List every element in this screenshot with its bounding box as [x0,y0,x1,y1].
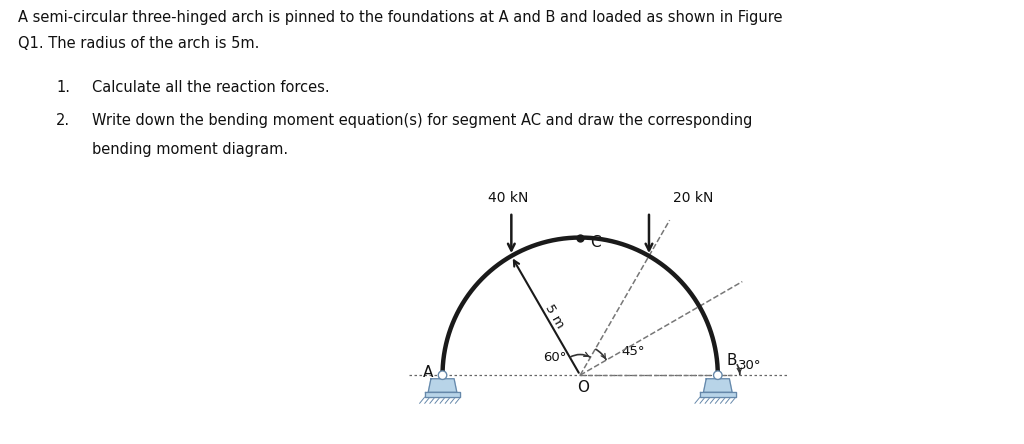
Text: 2.: 2. [56,113,71,128]
Circle shape [439,372,446,379]
Text: 20 kN: 20 kN [673,191,713,205]
Text: 45°: 45° [622,345,645,357]
Text: 30°: 30° [738,359,762,372]
Circle shape [713,370,723,380]
Text: Q1. The radius of the arch is 5m.: Q1. The radius of the arch is 5m. [18,36,260,52]
Polygon shape [425,392,461,397]
Text: A: A [423,365,433,380]
Text: O: O [577,380,589,395]
Text: 5 m: 5 m [542,301,566,330]
Text: 40 kN: 40 kN [488,191,528,205]
Polygon shape [703,379,732,392]
Text: B: B [726,353,736,368]
Text: Calculate all the reaction forces.: Calculate all the reaction forces. [92,80,330,95]
Text: bending moment diagram.: bending moment diagram. [92,142,289,157]
Text: A semi-circular three-hinged arch is pinned to the foundations at A and B and lo: A semi-circular three-hinged arch is pin… [18,10,783,25]
Circle shape [714,372,721,379]
Text: 1.: 1. [56,80,71,95]
Text: Write down the bending moment equation(s) for segment AC and draw the correspond: Write down the bending moment equation(s… [92,113,753,128]
Circle shape [437,370,447,380]
Polygon shape [428,379,457,392]
Text: C: C [590,235,600,250]
Text: 60°: 60° [543,351,566,365]
Polygon shape [699,392,735,397]
